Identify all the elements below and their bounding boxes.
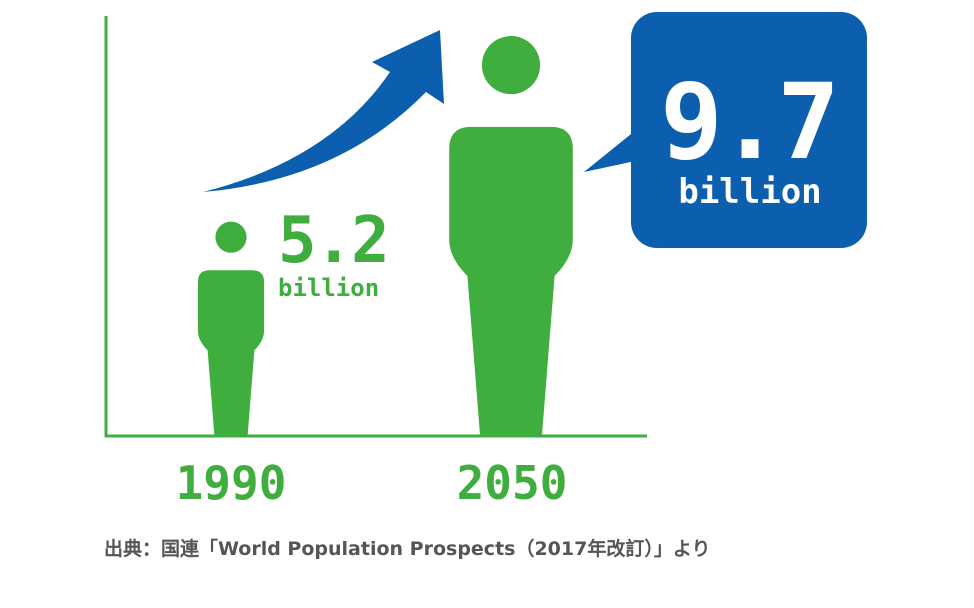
- value-label-1990: 5.2: [278, 204, 388, 278]
- source-note: 出典：国連「World Population Prospects（2017年改訂…: [104, 538, 711, 560]
- person-icon-small: [197, 221, 265, 436]
- person-head: [215, 221, 247, 253]
- value-label-2050: 9.7: [660, 61, 836, 183]
- category-label-1990: 1990: [176, 456, 287, 510]
- person-body: [197, 270, 265, 436]
- unit-label-2050: billion: [678, 172, 821, 212]
- growth-arrow-icon: [203, 30, 444, 192]
- person-body: [449, 126, 573, 437]
- person-head: [481, 36, 541, 95]
- category-label-2050: 2050: [457, 456, 568, 510]
- unit-label-1990: billion: [278, 274, 379, 302]
- person-icon-large: [449, 36, 573, 437]
- speech-bubble-icon: [584, 12, 867, 248]
